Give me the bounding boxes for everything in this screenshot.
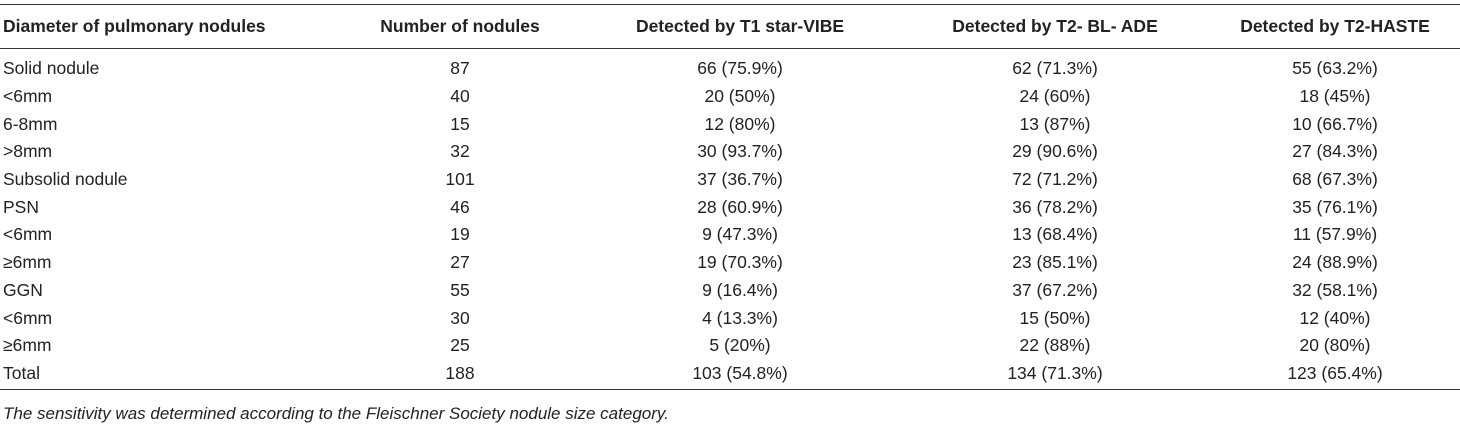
table-cell: 27 [450,252,470,273]
header-cell: Diameter of pulmonary nodules [0,4,340,49]
table-cell: 19 [450,224,470,245]
table-row: 6-8mm 15 12 (80%) 13 (87%) 10 (66.7%) [0,110,1460,138]
table-row: GGN 55 9 (16.4%) 37 (67.2%) 32 (58.1%) [0,277,1460,305]
table-cell: 36 (78.2%) [1012,196,1098,217]
table-cell: 46 [450,196,470,217]
table-row: PSN 46 28 (60.9%) 36 (78.2%) 35 (76.1%) [0,193,1460,221]
table-cell: 87 [450,58,470,79]
table-cell: 28 (60.9%) [697,196,783,217]
table-cell: <6mm [3,86,53,107]
table-cell: 25 [450,335,470,356]
table-cell: 9 (16.4%) [702,279,778,300]
table-cell: 20 (80%) [1299,335,1371,356]
table-cell: 35 (76.1%) [1292,196,1378,217]
header-cell: Number of nodules [340,4,580,49]
table-cell: 32 [450,141,470,162]
table-row: >8mm 32 30 (93.7%) 29 (90.6%) 27 (84.3%) [0,138,1460,166]
table-cell: Total [0,359,340,391]
table-cell: 55 (63.2%) [1292,58,1378,79]
table-cell: ≥6mm [3,335,52,356]
table-cell: 5 (20%) [709,335,771,356]
table-cell: 19 (70.3%) [697,252,783,273]
table-cell: 13 (87%) [1019,113,1091,134]
table-cell: 66 (75.9%) [697,58,783,79]
header-row: Diameter of pulmonary nodules Number of n… [0,4,1460,49]
table-cell: 24 (60%) [1019,86,1091,107]
table-cell: <6mm [3,224,53,245]
table-row: Solid nodule 87 66 (75.9%) 62 (71.3%) 55 (63… [0,49,1460,83]
table-cell: 37 (67.2%) [1012,279,1098,300]
table-cell: GGN [3,279,43,300]
table-cell: 24 (88.9%) [1292,252,1378,273]
table-cell: Solid nodule [3,58,100,79]
table-cell: 72 (71.2%) [1012,169,1098,190]
table-cell: 30 [450,307,470,328]
table-row: Subsolid nodule 101 37 (36.7%) 72 (71.2%) 68… [0,166,1460,194]
table-cell: ≥6mm [3,252,52,273]
table-cell: 12 (80%) [704,113,776,134]
table-cell: 10 (66.7%) [1292,113,1378,134]
table-cell: 20 (50%) [704,86,776,107]
footnote: The sensitivity was determined according… [3,404,669,424]
table-cell: 103 (54.8%) [580,359,900,391]
table-cell: 9 (47.3%) [702,224,778,245]
table-cell: 40 [450,86,470,107]
table-cell: 30 (93.7%) [697,141,783,162]
table-cell: 68 (67.3%) [1292,169,1378,190]
table-row: <6mm 19 9 (47.3%) 13 (68.4%) 11 (57.9%) [0,221,1460,249]
table-cell: Subsolid nodule [3,169,128,190]
table-cell: 101 [445,169,475,190]
table-row: Total 188 103 (54.8%) 134 (71.3%) 123 (65.4%… [0,359,1460,391]
table-cell: PSN [3,196,39,217]
table-row: <6mm 30 4 (13.3%) 15 (50%) 12 (40%) [0,304,1460,332]
page: {"table": { "header": ["Diameter of pulm… [0,4,1460,437]
table-row: ≥6mm 25 5 (20%) 22 (88%) 20 (80%) [0,332,1460,360]
table-cell: 13 (68.4%) [1012,224,1098,245]
table-cell: 55 [450,279,470,300]
table-cell: 62 (71.3%) [1012,58,1098,79]
header-cell: Detected by T2-HASTE [1210,4,1460,49]
table-row: ≥6mm 27 19 (70.3%) 23 (85.1%) 24 (88.9%) [0,249,1460,277]
header-cell: Detected by T2- BL- ADE [900,4,1210,49]
table-cell: 123 (65.4%) [1210,359,1460,391]
table-cell: 22 (88%) [1019,335,1091,356]
results-table: Diameter of pulmonary nodules Number of n… [0,4,1460,391]
table-cell: 37 (36.7%) [697,169,783,190]
table-body: Solid nodule 87 66 (75.9%) 62 (71.3%) 55 (63… [0,49,1460,391]
table-cell: 15 (50%) [1019,307,1091,328]
table-cell: 11 (57.9%) [1292,224,1378,245]
table-cell: 12 (40%) [1299,307,1371,328]
table-cell: 134 (71.3%) [900,359,1210,391]
table-cell: 4 (13.3%) [702,307,778,328]
table-cell: 18 (45%) [1299,86,1371,107]
table-cell: 188 [340,359,580,391]
table-row: <6mm 40 20 (50%) 24 (60%) 18 (45%) [0,83,1460,111]
table-cell: 29 (90.6%) [1012,141,1098,162]
table-cell: <6mm [3,307,53,328]
table-cell: 27 (84.3%) [1292,141,1378,162]
table-cell: >8mm [3,141,53,162]
table-cell: 32 (58.1%) [1292,279,1378,300]
header-cell: Detected by T1 star-VIBE [580,4,900,49]
table-cell: 15 [450,113,470,134]
table-cell: 23 (85.1%) [1012,252,1098,273]
table-cell: 6-8mm [3,113,58,134]
